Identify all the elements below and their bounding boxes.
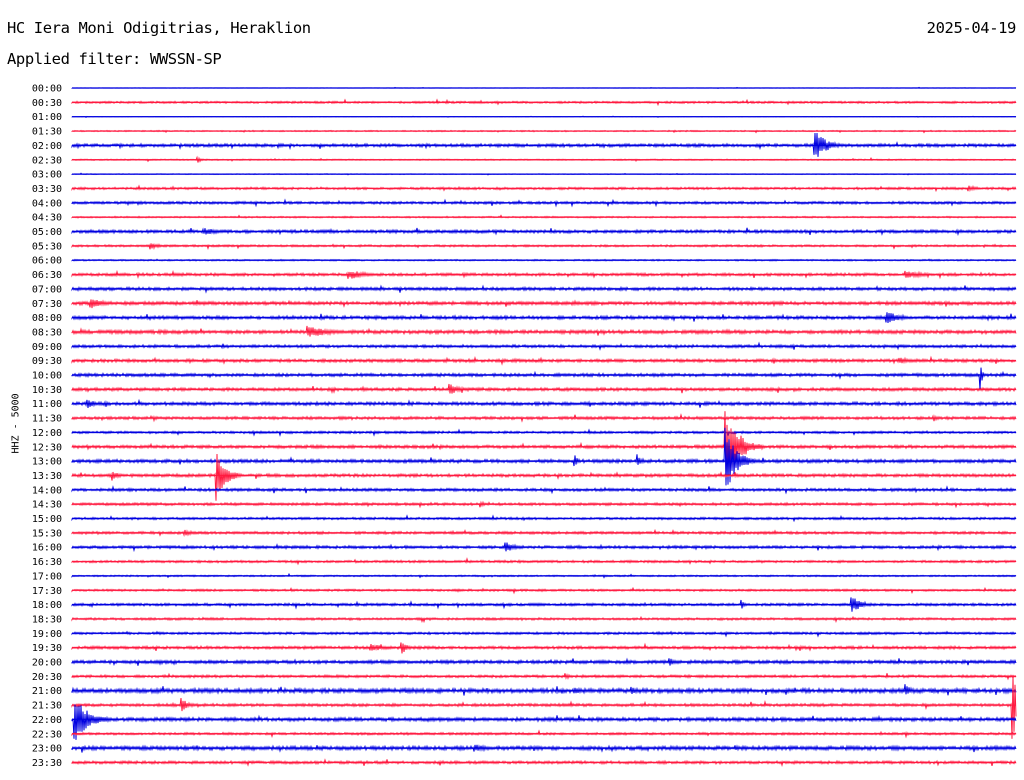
- time-label: 18:30: [32, 614, 62, 625]
- time-label: 13:30: [32, 471, 62, 482]
- time-label: 23:00: [32, 744, 62, 755]
- time-label-group: 00:00 00:30 01:00 01:30 02:00 02:30 03:00 03:30…: [32, 84, 62, 769]
- time-label: 06:00: [32, 256, 62, 267]
- trace-line: [71, 500, 1017, 509]
- trace-line: [71, 325, 1017, 337]
- time-label: 00:30: [32, 98, 62, 109]
- time-label: 19:00: [32, 629, 62, 640]
- time-label: 01:30: [32, 127, 62, 138]
- time-label: 15:00: [32, 514, 62, 525]
- time-label: 07:30: [32, 299, 62, 310]
- time-label: 11:00: [32, 399, 62, 410]
- time-label: 03:00: [32, 170, 62, 181]
- time-label: 02:30: [32, 155, 62, 166]
- time-label: 05:00: [32, 227, 62, 238]
- time-label: 12:30: [32, 442, 62, 453]
- time-label: 14:00: [32, 485, 62, 496]
- time-label: 11:30: [32, 414, 62, 425]
- trace-line: [71, 411, 1017, 475]
- time-label: 04:30: [32, 213, 62, 224]
- time-label: 19:30: [32, 643, 62, 654]
- time-label: 08:00: [32, 313, 62, 324]
- time-label: 21:00: [32, 686, 62, 697]
- time-label: 07:00: [32, 284, 62, 295]
- time-label: 18:00: [32, 600, 62, 611]
- time-label: 13:00: [32, 457, 62, 468]
- time-label: 16:00: [32, 543, 62, 554]
- time-label: 20:00: [32, 658, 62, 669]
- time-label: 09:30: [32, 356, 62, 367]
- time-label: 14:30: [32, 500, 62, 511]
- time-label: 22:00: [32, 715, 62, 726]
- time-label: 17:30: [32, 586, 62, 597]
- time-label: 20:30: [32, 672, 62, 683]
- trace-group: [71, 86, 1017, 767]
- time-label: 05:30: [32, 241, 62, 252]
- trace-line: [71, 675, 1017, 739]
- time-label: 03:30: [32, 184, 62, 195]
- time-label: 04:00: [32, 198, 62, 209]
- time-label: 15:30: [32, 528, 62, 539]
- time-label: 17:00: [32, 571, 62, 582]
- trace-line: [71, 684, 1017, 696]
- time-label: 10:30: [32, 385, 62, 396]
- date-label: 2025-04-19: [926, 19, 1017, 37]
- time-label: 16:30: [32, 557, 62, 568]
- trace-line: [71, 367, 1017, 390]
- station-title: HC Iera Moni Odigitrias, Heraklion: [7, 19, 311, 37]
- time-label: 09:00: [32, 342, 62, 353]
- filter-label: Applied filter: WWSSN-SP: [7, 50, 222, 68]
- time-label: 01:00: [32, 112, 62, 123]
- time-label: 10:00: [32, 371, 62, 382]
- time-label: 06:30: [32, 270, 62, 281]
- time-label: 12:00: [32, 428, 62, 439]
- time-label: 22:30: [32, 729, 62, 740]
- time-label: 23:30: [32, 758, 62, 769]
- time-label: 00:00: [32, 84, 62, 95]
- time-label: 02:00: [32, 141, 62, 152]
- time-label: 08:30: [32, 327, 62, 338]
- time-label: 21:30: [32, 701, 62, 712]
